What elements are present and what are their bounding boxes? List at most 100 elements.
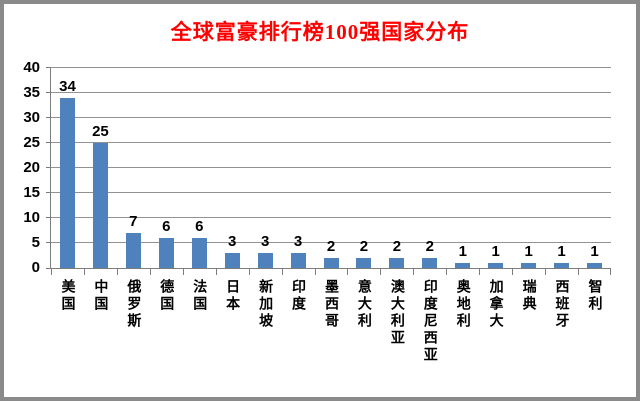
x-category-label: 法国 bbox=[182, 279, 215, 364]
bar bbox=[488, 263, 504, 268]
bar-value-label: 3 bbox=[260, 233, 270, 250]
y-axis-tick bbox=[46, 142, 51, 143]
bar-value-label: 2 bbox=[359, 238, 369, 255]
x-axis-tick bbox=[149, 268, 151, 275]
gridline bbox=[51, 92, 611, 93]
x-category-text: 德国 bbox=[158, 279, 174, 313]
bar-value-label: 3 bbox=[293, 233, 303, 250]
x-category-text: 瑞典 bbox=[520, 279, 536, 313]
x-axis-tick bbox=[545, 268, 547, 275]
bar-value-label: 1 bbox=[491, 243, 500, 260]
x-category-label: 西班牙 bbox=[544, 279, 577, 364]
gridline bbox=[51, 242, 611, 243]
bar bbox=[125, 233, 141, 268]
x-category-text: 印度 bbox=[290, 279, 306, 313]
bar-value-label: 2 bbox=[326, 238, 336, 255]
x-category-text: 印度尼西亚 bbox=[421, 279, 437, 364]
x-category-text: 法国 bbox=[191, 279, 207, 313]
x-category-label: 智利 bbox=[577, 279, 610, 364]
x-category-label: 意大利 bbox=[346, 279, 379, 364]
gridline bbox=[51, 192, 611, 193]
x-axis-tick bbox=[116, 268, 118, 275]
y-axis-tick bbox=[46, 117, 51, 118]
x-category-text: 俄罗斯 bbox=[125, 279, 141, 330]
x-category-label: 德国 bbox=[149, 279, 182, 364]
bar-value-label: 2 bbox=[425, 238, 434, 255]
x-axis-tick bbox=[413, 268, 415, 275]
bar-value-label: 1 bbox=[524, 243, 533, 260]
x-category-text: 奥地利 bbox=[454, 279, 470, 330]
y-tick-label: 30 bbox=[23, 109, 40, 126]
x-category-text: 加拿大 bbox=[487, 279, 503, 330]
bar bbox=[389, 258, 405, 268]
x-category-label: 瑞典 bbox=[511, 279, 544, 364]
y-axis-tick bbox=[46, 268, 51, 269]
x-category-label: 加拿大 bbox=[478, 279, 511, 364]
bar bbox=[323, 258, 339, 268]
x-category-label: 俄罗斯 bbox=[116, 279, 149, 364]
x-axis-tick bbox=[479, 268, 481, 275]
x-axis-tick bbox=[248, 268, 250, 275]
bar bbox=[587, 263, 603, 268]
gridline bbox=[51, 167, 611, 168]
x-category-label: 中国 bbox=[83, 279, 116, 364]
x-category-text: 澳大利亚 bbox=[388, 279, 404, 347]
x-category-label: 奥地利 bbox=[445, 279, 478, 364]
bar bbox=[422, 258, 438, 268]
chart-title: 全球富豪排行榜100强国家分布 bbox=[170, 20, 470, 44]
y-tick-label: 25 bbox=[23, 134, 40, 151]
y-axis: 0 5 10 15 20 25 30 35 40 bbox=[4, 60, 50, 276]
x-axis-tick bbox=[314, 268, 316, 275]
bar-value-label: 1 bbox=[590, 243, 599, 260]
gridline bbox=[51, 217, 611, 218]
x-category-label: 新加坡 bbox=[248, 279, 281, 364]
bar bbox=[92, 143, 108, 268]
y-axis-tick bbox=[46, 92, 51, 93]
bar-value-label: 6 bbox=[195, 218, 204, 235]
bar bbox=[191, 238, 207, 268]
bar bbox=[290, 253, 306, 268]
x-category-label: 印度 bbox=[281, 279, 314, 364]
x-category-label: 澳大利亚 bbox=[379, 279, 412, 364]
plot-area: 34 25 7 6 6 3 3 3 2 2 2 2 1 1 1 1 1 bbox=[46, 67, 611, 275]
x-axis-tick bbox=[215, 268, 217, 275]
bar-value-label: 1 bbox=[557, 243, 566, 260]
bar bbox=[356, 258, 372, 268]
y-axis-tick bbox=[46, 67, 51, 68]
bar bbox=[257, 253, 273, 268]
bar-value-label: 1 bbox=[458, 243, 467, 260]
x-category-text: 意大利 bbox=[355, 279, 371, 330]
x-axis-tick bbox=[578, 268, 580, 275]
x-axis-tick bbox=[281, 268, 283, 275]
y-tick-label: 10 bbox=[23, 209, 40, 226]
bar-value-label: 25 bbox=[92, 123, 109, 140]
bar bbox=[59, 98, 75, 268]
gridline bbox=[51, 67, 611, 68]
y-tick-label: 35 bbox=[23, 84, 40, 101]
x-category-text: 中国 bbox=[92, 279, 108, 313]
x-axis-tick bbox=[83, 268, 85, 275]
x-axis-labels: 美国 中国 俄罗斯 德国 法国 日本 新加坡 印度 墨西哥 意大利 澳大利亚 印度尼西亚 奥地利 加拿大 瑞… bbox=[50, 279, 610, 364]
y-tick-label: 15 bbox=[23, 184, 40, 201]
bar-value-label: 34 bbox=[59, 78, 76, 95]
y-axis-tick bbox=[46, 217, 51, 218]
bar bbox=[224, 253, 240, 268]
y-axis-tick bbox=[46, 242, 51, 243]
y-tick-label: 0 bbox=[31, 259, 40, 276]
x-category-text: 新加坡 bbox=[257, 279, 273, 330]
bar bbox=[455, 263, 471, 268]
gridline bbox=[51, 142, 611, 143]
y-tick-label: 20 bbox=[23, 159, 40, 176]
x-category-text: 墨西哥 bbox=[322, 279, 338, 330]
bar-value-label: 6 bbox=[162, 218, 171, 235]
x-category-text: 智利 bbox=[586, 279, 602, 313]
y-axis-tick bbox=[46, 192, 51, 193]
x-category-text: 美国 bbox=[59, 279, 75, 313]
y-axis-tick bbox=[46, 167, 51, 168]
x-axis-tick bbox=[610, 268, 611, 275]
x-category-label: 日本 bbox=[215, 279, 248, 364]
x-category-label: 美国 bbox=[50, 279, 83, 364]
x-axis-tick bbox=[380, 268, 382, 275]
x-category-text: 日本 bbox=[224, 279, 240, 313]
